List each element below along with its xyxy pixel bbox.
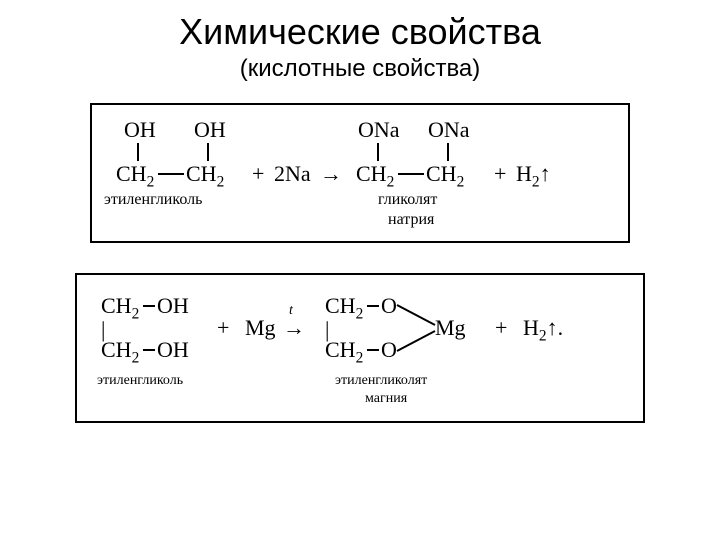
r2-reactant-line1-oh: OH — [157, 293, 189, 319]
r2-plus2: + — [495, 315, 507, 341]
r2-reactant-name: этиленгликоль — [97, 373, 183, 389]
r1-product-ch2-right: CH2 — [426, 161, 464, 187]
r1-hbond — [158, 173, 184, 175]
r1-vbond-right — [207, 143, 209, 161]
r2-reagent: Mg — [245, 315, 276, 341]
r1-product-ona-right: ONa — [428, 117, 470, 143]
r1-p-hbond — [398, 173, 424, 175]
r1-vbond-left — [137, 143, 139, 161]
r1-arrow: → — [320, 161, 342, 187]
slide: Химические свойства (кислотные свойства)… — [0, 0, 720, 540]
r2-r-hbond2 — [143, 349, 155, 351]
r1-reactant-name: этиленгликоль — [104, 191, 202, 209]
r2-arrow: → — [283, 315, 305, 341]
r2-r-hbond1 — [143, 305, 155, 307]
r2-product-line2: CH2 — [325, 337, 363, 363]
r1-p-vbond-right — [447, 143, 449, 161]
r1-reactant-ch2-right: CH2 — [186, 161, 224, 187]
page-subtitle: (кислотные свойства) — [0, 55, 720, 83]
r1-product-name-l1: гликолят — [378, 191, 437, 209]
r2-product-line1: CH2 — [325, 293, 363, 319]
r2-gas: H2↑. — [523, 315, 563, 341]
r1-p-vbond-left — [377, 143, 379, 161]
r1-product-ch2-left: CH2 — [356, 161, 394, 187]
r1-reactant-oh-left: OH — [124, 117, 156, 143]
r2-p-hbond1 — [367, 305, 379, 307]
r1-reactant-oh-right: OH — [194, 117, 226, 143]
r2-plus1: + — [217, 315, 229, 341]
r1-plus1: + — [252, 161, 264, 187]
r2-p-hbond2 — [367, 349, 379, 351]
page-title: Химические свойства — [0, 10, 720, 53]
r1-reagent: 2Na — [274, 161, 311, 187]
r2-product-name-l2: магния — [365, 391, 407, 407]
r2-reactant-line1: CH2 — [101, 293, 139, 319]
r1-product-name-l2: натрия — [388, 211, 434, 229]
r1-gas: H2↑ — [516, 161, 551, 187]
r1-product-ona-left: ONa — [358, 117, 400, 143]
r1-plus2: + — [494, 161, 506, 187]
r2-reactant-line2: CH2 — [101, 337, 139, 363]
r1-reactant-ch2-left: CH2 — [116, 161, 154, 187]
reaction-box-2: CH2 OH | CH2 OH этиленгликоль + Mg t → C… — [75, 273, 645, 423]
reaction-box-1: OH OH CH2 CH2 этиленгликоль + 2Na → ONa … — [90, 103, 630, 243]
r2-reactant-line2-oh: OH — [157, 337, 189, 363]
r2-product-mg: Mg — [435, 315, 466, 341]
r2-product-name-l1: этиленгликолят — [335, 373, 427, 389]
